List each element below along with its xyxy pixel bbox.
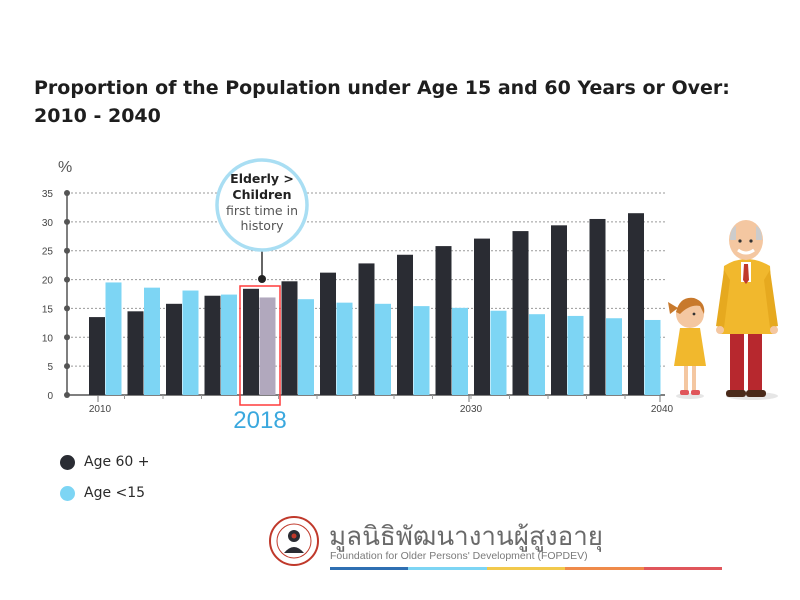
x-tick-label: 2010 <box>89 404 112 415</box>
bar-age-60 <box>204 295 221 395</box>
annotation-line-3: first time in <box>226 203 298 218</box>
y-tick-label: 25 <box>42 247 54 258</box>
bar-age-under-15 <box>375 303 391 395</box>
stripe-segment <box>408 567 487 570</box>
legend-label-age-under-15: Age <15 <box>84 485 146 501</box>
stripe-segment <box>330 567 409 570</box>
stripe-segment <box>486 567 566 570</box>
bar-age-60 <box>512 231 529 395</box>
y-axis-label: % <box>58 159 72 176</box>
bar-age-under-15 <box>336 302 353 395</box>
y-tick-label: 30 <box>42 218 54 229</box>
footer: มูลนิธิพัฒนางานผู้สูงอายุ Foundation for… <box>268 515 728 575</box>
bars-layer <box>89 213 661 395</box>
bar-age-under-15 <box>298 299 314 395</box>
legend: Age 60 + Age <15 <box>60 452 150 514</box>
annotation-line-2: Children <box>232 187 291 202</box>
child-figure <box>668 297 706 399</box>
x-tick-label: 2040 <box>651 404 674 415</box>
bar-age-under-15 <box>606 318 622 395</box>
bar-age-under-15 <box>182 290 199 395</box>
bar-age-60 <box>358 263 375 395</box>
y-tick-label: 10 <box>42 333 54 344</box>
bar-age-under-15 <box>529 314 545 395</box>
annotation-bubble <box>215 158 309 252</box>
bar-age-60 <box>127 311 144 395</box>
bar-age-60 <box>435 246 452 395</box>
y-tick-label: 0 <box>47 391 53 402</box>
bar-age-under-15 <box>105 282 122 395</box>
title-line-2: 2010 - 2040 <box>34 105 161 127</box>
annotation-line-4: history <box>241 218 285 233</box>
bar-age-under-15 <box>144 287 160 395</box>
y-tick-label: 5 <box>47 362 53 373</box>
stripe-segment <box>565 567 644 570</box>
page-title: Proportion of the Population under Age 1… <box>34 74 734 130</box>
bar-age-under-15 <box>452 307 468 395</box>
bar-age-60 <box>281 281 298 395</box>
y-tick-label: 35 <box>42 189 54 200</box>
legend-swatch-age-under-15 <box>60 485 75 501</box>
grandparent-child-illustration <box>668 220 778 400</box>
y-tick-label: 20 <box>42 276 54 287</box>
legend-item-age-under-15: Age <15 <box>60 483 150 503</box>
bar-age-60 <box>551 225 567 395</box>
stripe-segment <box>643 567 723 570</box>
bar-age-60 <box>320 272 336 395</box>
foundation-thai-name: มูลนิธิพัฒนางานผู้สูงอายุ <box>329 522 604 552</box>
grandfather-figure <box>716 220 778 400</box>
bar-age-under-15 <box>413 306 430 395</box>
fopdev-logo <box>269 516 319 566</box>
bar-age-under-15 <box>221 294 237 395</box>
annotation-anchor-dot <box>258 275 266 283</box>
foundation-english-name: Foundation for Older Persons' Developmen… <box>330 550 588 562</box>
bar-age-60 <box>628 213 644 395</box>
color-stripe <box>330 567 723 570</box>
y-tick-label: 15 <box>42 304 54 315</box>
bar-age-60 <box>474 238 490 395</box>
legend-swatch-age-60 <box>60 454 75 470</box>
bar-age-60 <box>243 288 259 395</box>
bar-age-under-15 <box>644 319 661 395</box>
bar-age-under-15 <box>490 310 507 395</box>
bar-age-under-15 <box>567 315 584 395</box>
bar-age-60 <box>166 303 182 395</box>
bar-age-under-15 <box>259 297 276 395</box>
bar-age-60 <box>589 218 606 395</box>
title-line-1: Proportion of the Population under Age 1… <box>34 77 730 99</box>
x-tick-label: 2030 <box>460 404 483 415</box>
legend-label-age-60: Age 60 + <box>84 454 150 470</box>
legend-item-age-60: Age 60 + <box>60 452 150 472</box>
bar-age-60 <box>397 254 413 395</box>
bar-age-60 <box>89 317 105 395</box>
highlight-year-label: 2018 <box>233 407 286 434</box>
highlight-box-2018 <box>239 285 281 406</box>
annotation-line-1: Elderly > <box>230 171 294 186</box>
